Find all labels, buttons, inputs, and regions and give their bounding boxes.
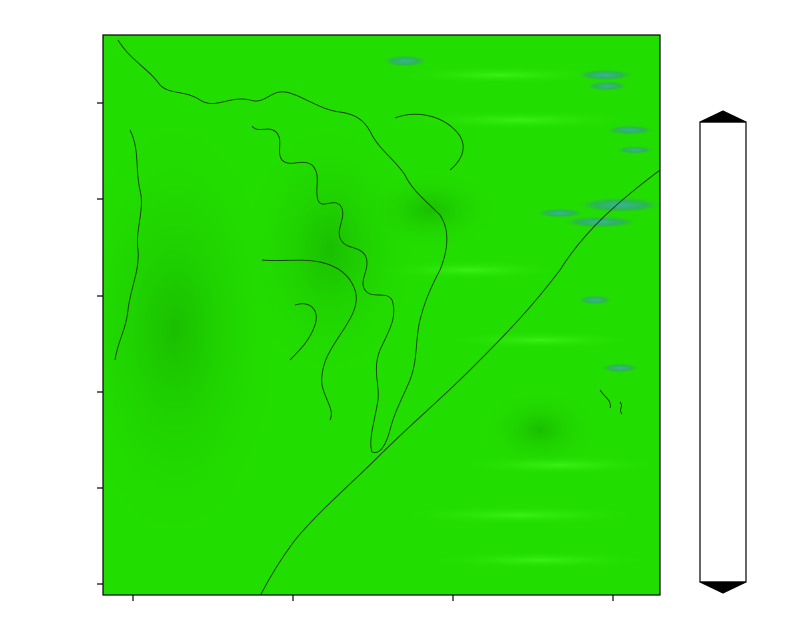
colorbar-top-arrow — [699, 110, 747, 123]
colorbar-bottom-arrow — [699, 581, 747, 594]
wind-speed-field — [103, 55, 660, 569]
colorbar — [699, 110, 747, 594]
coastline — [114, 39, 660, 595]
map-frame — [102, 34, 661, 596]
axis-ticks — [97, 102, 614, 601]
